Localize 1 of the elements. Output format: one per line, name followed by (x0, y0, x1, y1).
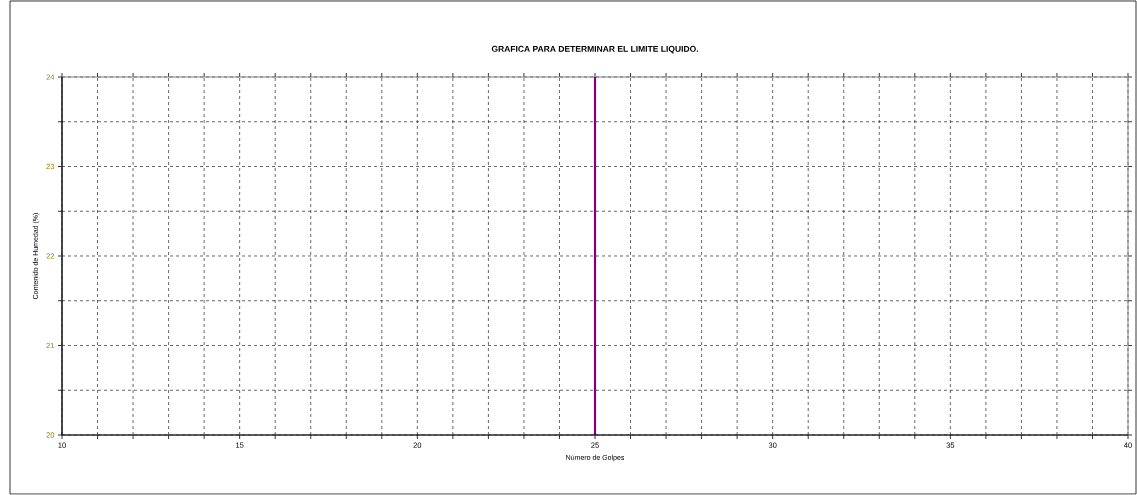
chart-title: GRAFICA PARA DETERMINAR EL LIMITE LIQUIDO. (491, 45, 698, 54)
